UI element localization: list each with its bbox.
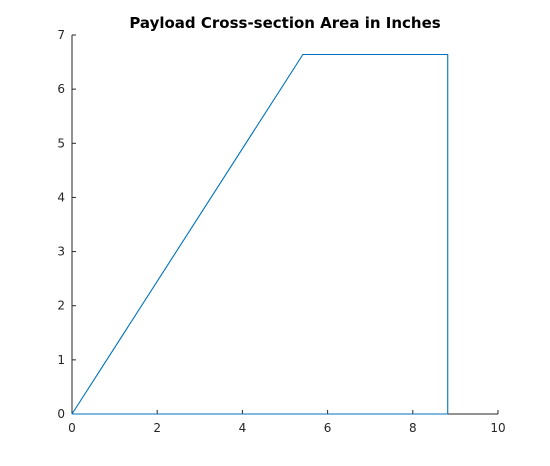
x-tick-label: 8 bbox=[409, 421, 417, 435]
x-tick-label: 2 bbox=[153, 421, 161, 435]
y-tick-label: 6 bbox=[57, 82, 65, 96]
x-tick-label: 0 bbox=[68, 421, 76, 435]
y-tick-label: 7 bbox=[57, 28, 65, 42]
y-tick-label: 4 bbox=[57, 190, 65, 204]
y-tick-label: 3 bbox=[57, 245, 65, 259]
x-tick-label: 4 bbox=[239, 421, 247, 435]
x-tick-label: 6 bbox=[324, 421, 332, 435]
plot-area: 0 2 4 6 8 10 0 1 2 3 4 5 6 7 bbox=[57, 28, 505, 435]
chart-title: Payload Cross-section Area in Inches bbox=[129, 14, 440, 32]
series-line bbox=[71, 53, 449, 415]
x-tick-label: 10 bbox=[490, 421, 505, 435]
y-tick-label: 0 bbox=[57, 407, 65, 421]
y-tick-label: 2 bbox=[57, 299, 65, 313]
y-tick-label: 1 bbox=[57, 353, 65, 367]
y-tick-label: 5 bbox=[57, 136, 65, 150]
